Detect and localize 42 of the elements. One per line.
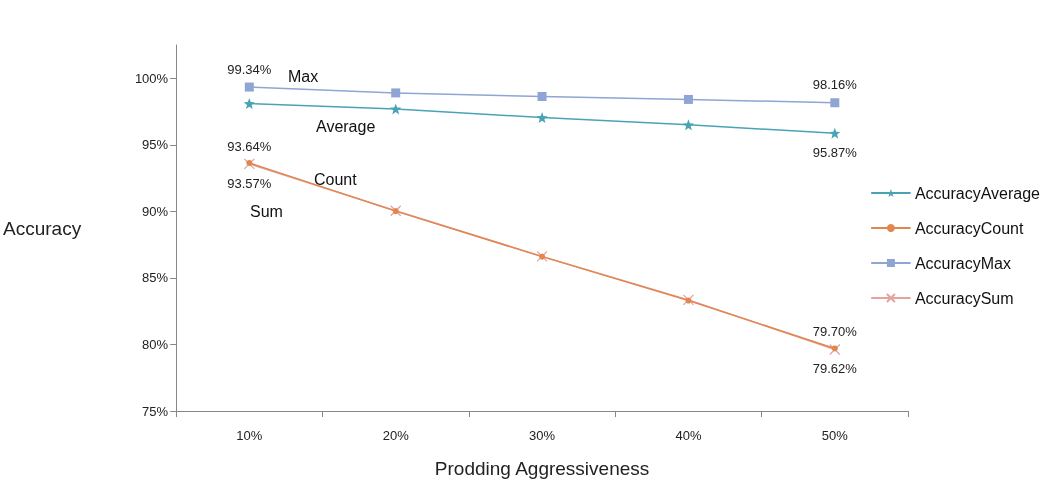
- data-label: 79.62%: [812, 361, 858, 377]
- legend-label: AccuracySum: [914, 289, 1014, 307]
- y-tick-label: 100%: [134, 70, 169, 86]
- point: [246, 159, 253, 166]
- annotation: Average: [316, 117, 376, 135]
- x-tick-label: 10%: [236, 428, 263, 443]
- point: [830, 98, 840, 108]
- data-label: 95.87%: [812, 144, 858, 160]
- data-label: 98.16%: [812, 77, 858, 93]
- y-tick-label: 95%: [142, 137, 169, 153]
- point: [829, 343, 841, 356]
- point: [829, 127, 841, 139]
- y-tick-label: 75%: [142, 403, 169, 419]
- legend-label: AccuracyMax: [914, 254, 1011, 272]
- y-tick-label: 85%: [142, 270, 169, 286]
- x-tick-label: 40%: [675, 428, 702, 443]
- annotation: Sum: [250, 202, 283, 220]
- x-axis-title: Prodding Aggressiveness: [434, 458, 650, 479]
- x-tick-label: 30%: [529, 428, 556, 443]
- x-tick-label: 50%: [821, 428, 849, 443]
- point: [243, 158, 255, 170]
- x-tick-label: 20%: [382, 428, 410, 443]
- point: [682, 119, 694, 131]
- y-tick-label: 80%: [142, 336, 169, 352]
- point: [244, 82, 254, 92]
- point: [390, 103, 402, 115]
- y-axis-title: Accuracy: [2, 217, 82, 239]
- annotation: Max: [288, 67, 319, 85]
- point: [243, 98, 255, 110]
- point: [831, 345, 838, 352]
- point: [537, 92, 547, 102]
- point: [536, 112, 548, 124]
- legend-label: AccuracyCount: [914, 219, 1024, 237]
- data-label: 93.57%: [227, 175, 272, 191]
- annotation: Count: [314, 170, 358, 188]
- data-label: 99.34%: [227, 61, 272, 77]
- y-tick-label: 90%: [142, 203, 169, 219]
- legend-label: AccuracyAverage: [914, 184, 1041, 202]
- point: [391, 88, 401, 98]
- data-label: 93.64%: [227, 138, 272, 154]
- data-label: 79.70%: [812, 324, 858, 340]
- point: [683, 94, 693, 104]
